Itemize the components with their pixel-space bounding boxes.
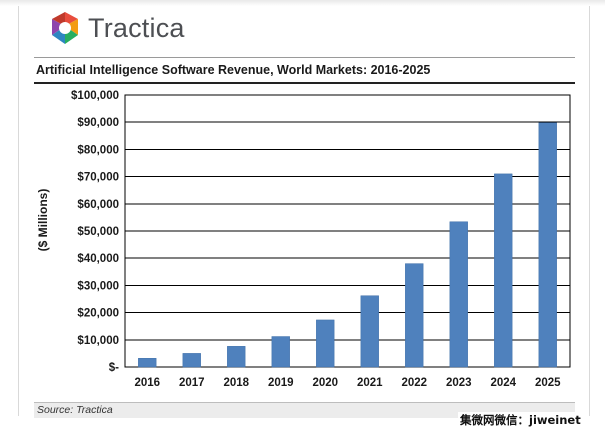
x-tick-label: 2019	[268, 377, 294, 389]
chart-title: Artificial Intelligence Software Revenue…	[36, 63, 431, 77]
y-tick-label: $20,000	[77, 308, 119, 320]
x-tick-label: 2017	[179, 377, 205, 389]
y-tick-label: $60,000	[77, 199, 119, 211]
bar-2025	[538, 122, 557, 368]
brand-logo: Tractica	[48, 10, 228, 50]
y-tick-label: $40,000	[77, 253, 119, 265]
plot-frame	[124, 94, 571, 368]
bar-2018	[227, 346, 246, 368]
x-tick-label: 2016	[134, 377, 160, 389]
y-tick-label: $90,000	[77, 117, 119, 129]
x-tick-label: 2018	[223, 377, 249, 389]
bar-2023	[449, 221, 468, 368]
bar-2017	[182, 353, 201, 368]
x-tick-label: 2023	[446, 377, 472, 389]
logo-text: Tractica	[88, 13, 185, 43]
x-tick-label: 2021	[357, 377, 383, 389]
bar-2022	[405, 263, 424, 368]
bar-2019	[271, 336, 290, 368]
bar-2016	[138, 358, 157, 368]
bar-2024	[494, 173, 513, 368]
bar-2021	[360, 295, 379, 368]
y-tick-label: $-	[109, 362, 119, 374]
title-rule-bottom	[34, 82, 575, 84]
x-tick-labels: 2016 2017 2018 2019 2020 2021 2022 2023 2024 2025	[134, 377, 561, 389]
watermark: 集微网微信：jiweinet	[458, 412, 583, 430]
y-tick-labels: $- $10,000 $20,000 $30,000 $40,000 $50,000 $60…	[71, 90, 119, 374]
y-tick-label: $100,000	[71, 90, 119, 102]
source-text: Source: Tractica	[37, 404, 113, 416]
bars	[138, 122, 557, 368]
y-tick-label: $50,000	[77, 226, 119, 238]
x-tick-label: 2020	[312, 377, 338, 389]
y-tick-label: $30,000	[77, 280, 119, 292]
y-tick-label: $80,000	[77, 144, 119, 156]
top-strip	[0, 0, 605, 6]
source-bar: Source: Tractica	[34, 402, 575, 418]
y-axis-label: ($ Millions)	[36, 189, 50, 252]
y-tick-label: $10,000	[77, 335, 119, 347]
x-tick-label: 2024	[490, 377, 516, 389]
x-tick-label: 2022	[401, 377, 427, 389]
x-tick-label: 2025	[535, 377, 561, 389]
y-tick-label: $70,000	[77, 172, 119, 184]
tractica-logo-icon	[52, 12, 78, 44]
title-rule-top	[34, 57, 575, 58]
bar-2020	[316, 319, 335, 368]
